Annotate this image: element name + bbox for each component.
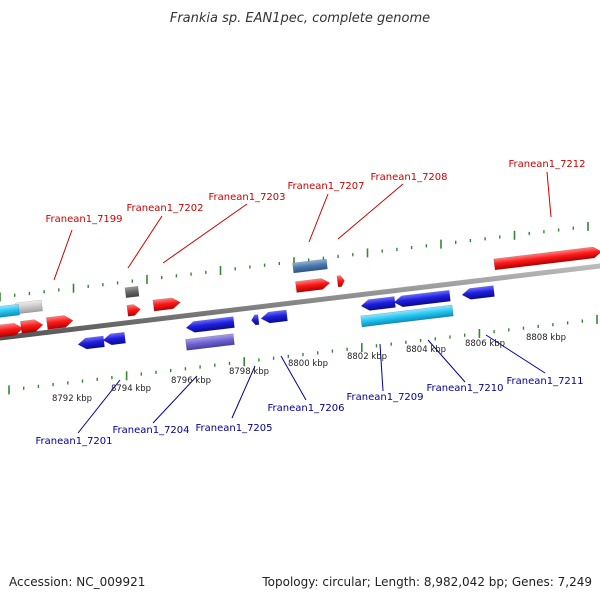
gene-7202b <box>126 304 141 317</box>
label-leader-line <box>280 355 307 401</box>
gene-label-reverse-6: Franean1_7211 <box>506 376 583 387</box>
chromosome-backbone <box>0 263 600 341</box>
gene-labels: Franean1_7199Franean1_7202Franean1_7203F… <box>35 159 585 447</box>
gene-label-forward-5: Franean1_7212 <box>508 159 585 170</box>
gene-7199b <box>20 319 44 334</box>
label-leader-line <box>53 229 73 281</box>
genome-summary: Topology: circular; Length: 8,982,042 bp… <box>261 575 592 589</box>
gene-label-forward-2: Franean1_7203 <box>208 192 285 203</box>
gene-7202a <box>124 285 140 299</box>
gene-label-reverse-1: Franean1_7204 <box>112 425 189 436</box>
gene-7212 <box>493 246 600 271</box>
gene-7199a <box>46 315 74 330</box>
gene-7209a <box>360 296 396 311</box>
gene-label-forward-3: Franean1_7207 <box>287 181 364 192</box>
scale-label: 8802 kbp <box>347 352 387 362</box>
scale-label: 8804 kbp <box>406 345 446 355</box>
gene-7198a <box>0 322 24 339</box>
gene-7198b <box>15 299 43 315</box>
scale-label: 8798 kbp <box>229 367 269 377</box>
gene-7206 <box>260 309 288 324</box>
gene-label-forward-1: Franean1_7202 <box>126 203 203 214</box>
label-leader-line <box>162 203 248 264</box>
page-title: Frankia sp. EAN1pec, complete genome <box>170 11 430 26</box>
label-leader-line <box>152 375 198 424</box>
label-leader-line <box>427 339 466 383</box>
gene-7204a <box>185 316 235 333</box>
label-leader-line <box>485 334 546 374</box>
gene-7207 <box>292 258 328 274</box>
gene-7208b <box>336 275 345 288</box>
scale-label: 8796 kbp <box>171 376 211 386</box>
gene-label-reverse-4: Franean1_7209 <box>346 392 423 403</box>
gene-label-reverse-0: Franean1_7201 <box>35 436 112 447</box>
gene-7208 <box>295 278 331 293</box>
label-leader-line <box>379 343 384 392</box>
gene-features <box>0 246 600 351</box>
scale-label: 8794 kbp <box>111 384 151 394</box>
gene-7210 <box>393 289 451 308</box>
gene-7204b <box>185 333 235 351</box>
gene-label-reverse-3: Franean1_7206 <box>267 403 344 414</box>
scale-label: 8806 kbp <box>465 339 505 349</box>
gene-7201a <box>102 331 126 346</box>
gene-7198c <box>0 303 20 319</box>
gene-7209b <box>360 304 454 328</box>
label-leader-line <box>546 171 552 218</box>
gene-7205 <box>251 314 260 326</box>
gene-label-reverse-2: Franean1_7205 <box>195 423 272 434</box>
accession-text: Accession: NC_009921 <box>9 575 145 589</box>
scale-label: 8800 kbp <box>288 359 328 369</box>
gene-label-reverse-5: Franean1_7210 <box>426 383 503 394</box>
scale-labels: 8792 kbp 8794 kbp 8796 kbp 8798 kbp 8800 kbp… <box>52 333 566 404</box>
label-leader-line <box>231 365 256 419</box>
scale-label: 8808 kbp <box>526 333 566 343</box>
label-leader-line <box>77 379 121 434</box>
scale-ticks <box>0 221 598 395</box>
gene-label-forward-0: Franean1_7199 <box>45 214 122 225</box>
gene-7211 <box>461 285 495 300</box>
label-leader-line <box>127 215 163 269</box>
label-leader-line <box>337 183 404 240</box>
label-leader-line <box>308 193 329 243</box>
gene-7203 <box>152 297 181 312</box>
scale-label: 8792 kbp <box>52 394 92 404</box>
gene-label-forward-4: Franean1_7208 <box>370 172 447 183</box>
gene-7201b <box>77 335 105 350</box>
